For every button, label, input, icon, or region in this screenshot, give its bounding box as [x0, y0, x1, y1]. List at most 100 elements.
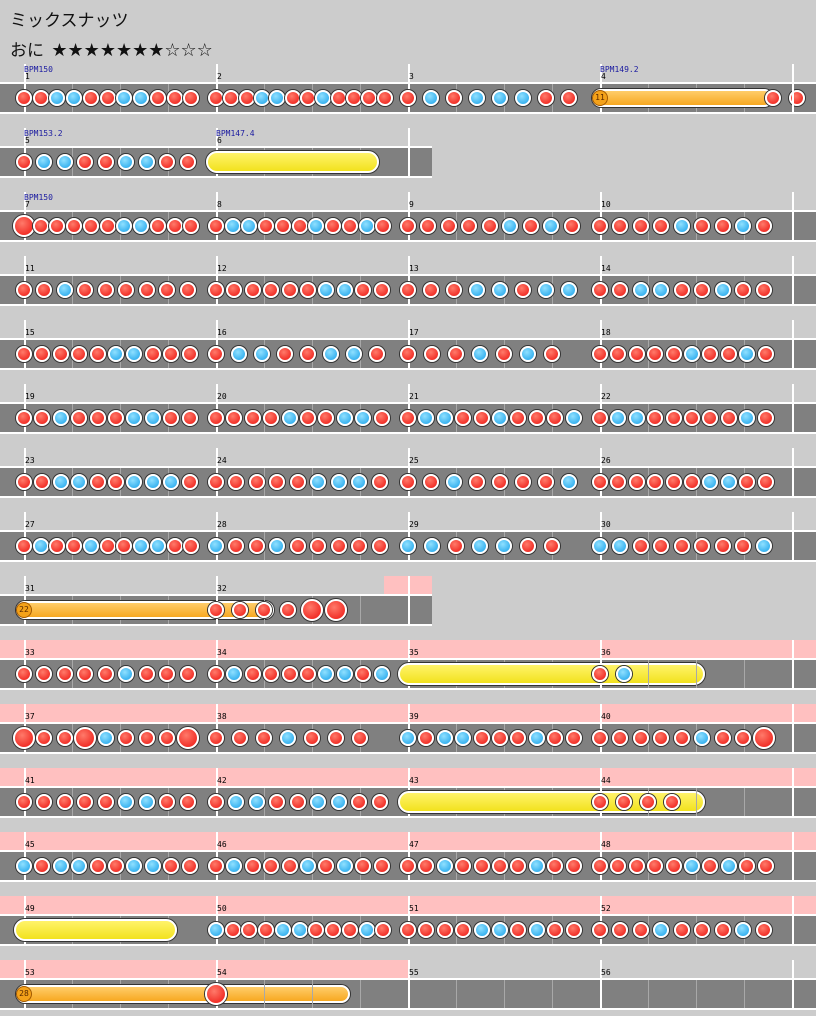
ka-note [720, 474, 737, 490]
don-note [528, 410, 545, 426]
measure-number: 54 [217, 968, 227, 977]
measure-number: 28 [217, 520, 227, 529]
don-note [361, 90, 378, 106]
don-note [159, 794, 176, 810]
don-note [612, 922, 629, 938]
don-note [496, 346, 512, 362]
don-note [263, 282, 280, 298]
ka-note [612, 538, 629, 554]
don-note [515, 282, 531, 298]
don-note [446, 90, 462, 106]
don-note [281, 858, 298, 874]
measure-number: 26 [601, 456, 611, 465]
don-note [159, 154, 176, 170]
don-note [318, 858, 335, 874]
don-note [89, 346, 106, 362]
measure-number: 13 [409, 264, 419, 273]
measure-number: 42 [217, 776, 227, 785]
ka-note [82, 538, 99, 554]
ka-note [231, 346, 247, 362]
don-note [277, 346, 293, 362]
don-note [373, 282, 390, 298]
ka-note [714, 282, 731, 298]
don-note [424, 346, 440, 362]
don-note [373, 858, 390, 874]
don-note [223, 90, 240, 106]
don-note [757, 858, 774, 874]
chart-row: 11 12 13 14 [0, 256, 816, 312]
ka-note [254, 346, 270, 362]
ka-note [315, 90, 332, 106]
ka-note [492, 410, 508, 426]
don-note [163, 346, 180, 362]
don-note [289, 474, 306, 490]
don-note [755, 282, 772, 298]
ka-note [336, 858, 353, 874]
ka-note [400, 538, 416, 554]
ka-note [133, 90, 150, 106]
ka-note [346, 346, 362, 362]
don-note [538, 474, 554, 490]
don-note [694, 218, 711, 234]
measure-number: 14 [601, 264, 611, 273]
ka-note [355, 410, 372, 426]
don-note [208, 90, 224, 106]
measure-number: 32 [217, 584, 227, 593]
barline [408, 256, 410, 306]
ka-note [684, 346, 700, 362]
chart-row: 27 28 29 30 [0, 512, 816, 568]
ka-note [565, 410, 582, 426]
measure-number: 20 [217, 392, 227, 401]
don-note [179, 282, 196, 298]
don-note [310, 538, 327, 554]
beat-line [648, 980, 649, 1008]
don-note [632, 922, 649, 938]
barline [792, 704, 794, 754]
ka-note [56, 282, 73, 298]
don-note [592, 858, 608, 874]
don-note [510, 410, 527, 426]
don-note [280, 602, 296, 618]
barline [792, 64, 794, 114]
barline [408, 448, 410, 498]
ka-note [492, 922, 508, 938]
ka-note [248, 794, 265, 810]
big-don-note [752, 727, 775, 749]
don-note [628, 474, 645, 490]
don-note [592, 730, 608, 746]
don-note [757, 474, 774, 490]
don-note [304, 730, 320, 746]
beat-line [696, 980, 697, 1008]
don-note [291, 218, 308, 234]
measure-number: 25 [409, 456, 419, 465]
don-note [52, 346, 69, 362]
big-don-note [74, 727, 97, 749]
measure-number: 11 [25, 264, 35, 273]
barline [600, 768, 602, 818]
chart-row: 33 34 35 36 [0, 640, 816, 696]
chart-row: 37 38 39 40 [0, 704, 816, 760]
don-note [371, 794, 388, 810]
don-note [694, 922, 711, 938]
ka-note [224, 218, 241, 234]
ka-note [133, 538, 150, 554]
barline [24, 512, 26, 562]
don-note [612, 218, 629, 234]
don-note [418, 858, 435, 874]
ka-note [502, 218, 519, 234]
ka-note [735, 922, 752, 938]
don-note [300, 90, 316, 106]
don-note [181, 858, 198, 874]
barline [792, 512, 794, 562]
ka-note [735, 218, 752, 234]
ka-note [455, 730, 472, 746]
bpm-label: BPM150 [24, 65, 53, 74]
don-note [565, 730, 582, 746]
don-note [138, 666, 155, 682]
barline [216, 768, 218, 818]
don-note [565, 922, 582, 938]
don-note [82, 218, 99, 234]
ka-note [163, 474, 180, 490]
measure-number: 7 [25, 200, 30, 209]
beat-line [744, 788, 745, 816]
